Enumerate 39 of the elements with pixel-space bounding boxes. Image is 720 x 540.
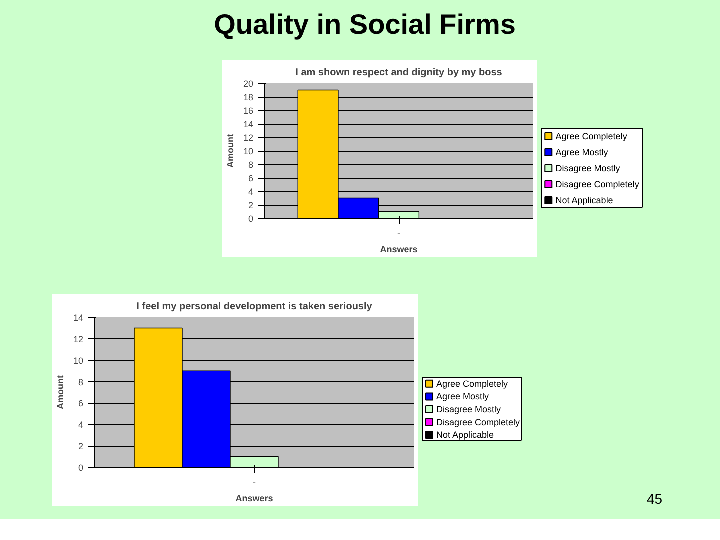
y-axis-title: Amount <box>55 375 66 410</box>
legend-label: Agree Completely <box>436 378 509 389</box>
x-tick-label: - <box>398 228 400 238</box>
chart-title: I feel my personal development is taken seriously <box>136 302 373 312</box>
legend-label: Not Applicable <box>556 196 614 206</box>
y-tick-label: 4 <box>248 187 254 197</box>
text: 45 <box>647 490 663 509</box>
y-tick-label: 10 <box>73 356 84 366</box>
legend-label: Not Applicable <box>436 430 494 440</box>
y-tick-label: 16 <box>243 106 254 116</box>
y-tick-label: 8 <box>78 377 84 388</box>
y-tick-label: 4 <box>78 420 84 430</box>
x-tick-label: - <box>253 478 256 488</box>
y-tick-label: 0 <box>248 214 254 224</box>
y-tick-label: 8 <box>248 160 254 170</box>
y-tick-label: 14 <box>73 313 84 323</box>
legend-label: Agree Mostly <box>436 392 490 402</box>
x-axis-title: Answers <box>380 244 418 254</box>
text: Quality in Social Firms <box>213 8 517 42</box>
y-tick-label: 6 <box>248 174 254 184</box>
y-tick-label: 10 <box>243 146 254 156</box>
y-tick-label: 18 <box>243 92 254 102</box>
y-tick-label: 2 <box>248 200 254 210</box>
legend-label: Disagree Completely <box>556 180 640 190</box>
legend-label: Disagree Completely <box>436 417 521 428</box>
legend-label: Disagree Mostly <box>436 404 502 414</box>
y-axis-title: Amount <box>225 134 236 168</box>
x-axis-title: Answers <box>236 494 274 504</box>
y-tick-label: 12 <box>243 133 254 143</box>
legend-label: Disagree Mostly <box>556 164 621 174</box>
y-tick-label: 2 <box>78 442 84 452</box>
legend-label: Agree Mostly <box>556 148 609 158</box>
legend-label: Agree Completely <box>556 132 628 142</box>
y-tick-label: 0 <box>78 463 84 473</box>
chart-title: I am shown respect and dignity by my boss <box>296 68 503 78</box>
y-tick-label: 12 <box>73 334 84 344</box>
y-tick-label: 20 <box>243 79 254 89</box>
y-tick-label: 14 <box>243 120 254 130</box>
y-tick-label: 6 <box>78 398 84 409</box>
